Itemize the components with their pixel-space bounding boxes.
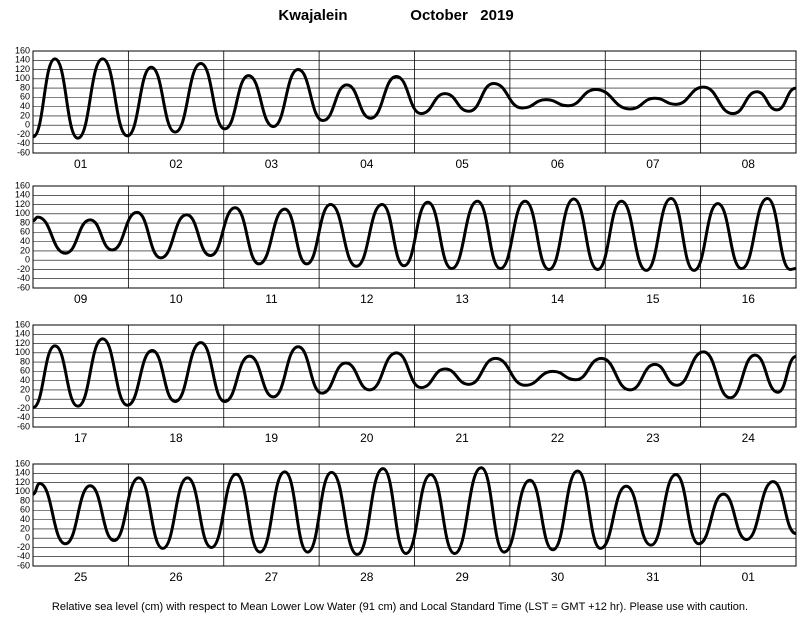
day-label: 08: [742, 157, 756, 171]
y-tick-label: 100: [15, 347, 30, 357]
y-tick-label: -20: [17, 542, 30, 552]
day-label: 07: [646, 157, 660, 171]
y-tick-label: -40: [17, 273, 30, 283]
y-tick-label: -40: [17, 138, 30, 148]
tide-line: [32, 466, 797, 556]
y-tick-label: 160: [15, 458, 30, 468]
y-tick-label: 60: [20, 505, 30, 515]
day-label: 31: [646, 570, 660, 584]
y-tick-label: -60: [17, 560, 30, 570]
y-tick-label: 60: [20, 92, 30, 102]
day-label: 10: [169, 292, 183, 306]
y-tick-label: 60: [20, 227, 30, 237]
y-tick-label: -60: [17, 282, 30, 292]
y-tick-label: 80: [20, 82, 30, 92]
y-tick-label: 140: [15, 468, 30, 478]
y-tick-label: 160: [15, 180, 30, 190]
y-tick-label: 160: [15, 45, 30, 55]
day-label: 22: [551, 431, 565, 445]
y-tick-label: 120: [15, 477, 30, 487]
y-tick-label: -40: [17, 412, 30, 422]
y-tick-label: 0: [25, 120, 30, 130]
day-label: 24: [742, 431, 756, 445]
y-tick-label: 40: [20, 236, 30, 246]
plot-frame: [32, 185, 797, 289]
y-tick-label: 20: [20, 523, 30, 533]
day-label: 17: [74, 431, 88, 445]
day-label: 02: [169, 157, 183, 171]
y-tick-label: 60: [20, 366, 30, 376]
y-tick-label: 0: [25, 533, 30, 543]
day-label: 18: [169, 431, 183, 445]
day-label: 20: [360, 431, 374, 445]
y-tick-label: 120: [15, 338, 30, 348]
y-tick-label: 120: [15, 64, 30, 74]
day-label: 06: [551, 157, 565, 171]
plot-frame: [32, 50, 797, 154]
y-tick-label: -40: [17, 551, 30, 561]
y-tick-label: -60: [17, 147, 30, 157]
y-tick-label: 100: [15, 486, 30, 496]
day-label: 01: [742, 570, 756, 584]
y-tick-label: 140: [15, 329, 30, 339]
y-tick-label: 20: [20, 110, 30, 120]
day-label: 09: [74, 292, 88, 306]
chart-title: Kwajalein: [278, 7, 347, 24]
y-tick-label: 80: [20, 217, 30, 227]
y-tick-label: -60: [17, 421, 30, 431]
tide-line: [32, 197, 797, 272]
day-label: 30: [551, 570, 565, 584]
y-tick-label: 80: [20, 495, 30, 505]
day-label: 29: [456, 570, 470, 584]
tide-line: [32, 337, 797, 410]
day-label: 26: [169, 570, 183, 584]
day-label: 25: [74, 570, 88, 584]
y-tick-label: -20: [17, 403, 30, 413]
day-label: 05: [456, 157, 470, 171]
day-label: 23: [646, 431, 660, 445]
tide-line: [32, 57, 797, 140]
day-label: 13: [456, 292, 470, 306]
day-label: 27: [265, 570, 279, 584]
day-label: 15: [646, 292, 660, 306]
y-tick-label: 140: [15, 55, 30, 65]
y-tick-label: 40: [20, 514, 30, 524]
y-tick-label: 40: [20, 375, 30, 385]
y-tick-label: -20: [17, 129, 30, 139]
plot-frame: [32, 324, 797, 428]
day-label: 19: [265, 431, 279, 445]
y-tick-label: 0: [25, 255, 30, 265]
y-tick-label: 20: [20, 245, 30, 255]
y-tick-label: 20: [20, 384, 30, 394]
caption: Relative sea level (cm) with respect to …: [52, 601, 748, 613]
chart-subtitle: October 2019: [410, 7, 513, 24]
y-tick-label: 100: [15, 73, 30, 83]
y-tick-label: -20: [17, 264, 30, 274]
y-tick-label: 40: [20, 101, 30, 111]
day-label: 01: [74, 157, 88, 171]
day-label: 11: [265, 292, 278, 306]
y-tick-label: 140: [15, 190, 30, 200]
y-tick-label: 160: [15, 319, 30, 329]
day-label: 21: [456, 431, 470, 445]
day-label: 16: [742, 292, 756, 306]
y-tick-label: 80: [20, 356, 30, 366]
day-label: 14: [551, 292, 565, 306]
day-label: 28: [360, 570, 374, 584]
plot-frame: [32, 463, 797, 567]
y-tick-label: 0: [25, 394, 30, 404]
y-tick-label: 120: [15, 199, 30, 209]
day-label: 03: [265, 157, 279, 171]
y-tick-label: 100: [15, 208, 30, 218]
day-label: 12: [360, 292, 374, 306]
day-label: 04: [360, 157, 374, 171]
